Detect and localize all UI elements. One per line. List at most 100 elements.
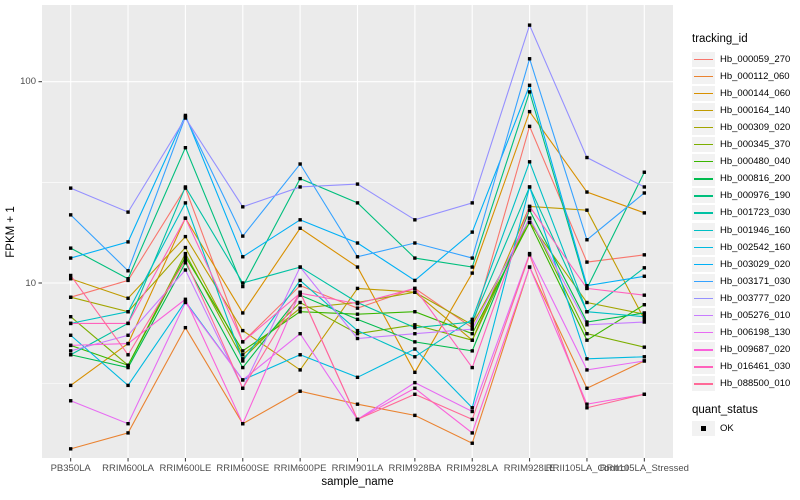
data-point [470, 406, 474, 410]
data-point [642, 311, 647, 315]
data-point [183, 258, 188, 262]
data-point [413, 241, 417, 245]
legend-line-icon [694, 212, 713, 214]
data-point [241, 284, 245, 289]
data-point [355, 317, 360, 322]
data-point [585, 386, 589, 390]
legend-entry-Hb_000976_190: Hb_000976_190 [692, 188, 790, 204]
data-point [298, 389, 302, 393]
legend-label: Hb_016461_030 [720, 361, 791, 373]
data-point [183, 201, 188, 205]
data-point [241, 205, 245, 209]
data-point [68, 349, 73, 353]
legend-label: Hb_000112_060 [720, 70, 790, 82]
legend-key-swatch [692, 171, 715, 187]
legend-line-icon [694, 332, 713, 334]
data-point [585, 300, 589, 305]
legend-entry-Hb_005276_010: Hb_005276_010 [692, 308, 790, 324]
data-point [298, 283, 302, 288]
data-point [527, 253, 532, 257]
data-point [126, 240, 130, 244]
ok-square-icon [701, 425, 706, 431]
data-point [126, 431, 130, 435]
data-point [241, 311, 245, 315]
data-point [413, 325, 417, 330]
legend-entry-Hb_000164_140: Hb_000164_140 [692, 102, 790, 118]
data-point [585, 338, 589, 342]
data-point [642, 253, 647, 257]
legend-entry-Hb_002542_160: Hb_002542_160 [692, 239, 790, 255]
data-point [585, 406, 589, 410]
data-point [470, 409, 474, 414]
data-point [585, 155, 589, 160]
data-point [298, 368, 302, 372]
data-point [413, 310, 417, 314]
data-point [355, 417, 360, 422]
data-point [241, 359, 245, 363]
legend-entry-Hb_003777_020: Hb_003777_020 [692, 290, 790, 306]
data-point [527, 90, 532, 94]
data-point [298, 162, 302, 166]
legend-label: Hb_000309_020 [720, 121, 791, 133]
legend-line-icon [694, 195, 713, 197]
data-point [126, 383, 130, 388]
data-point [126, 296, 130, 300]
data-point [413, 340, 417, 344]
legend-entry-Hb_000345_370: Hb_000345_370 [692, 137, 790, 153]
data-point [241, 378, 245, 382]
data-point [355, 182, 360, 186]
legend-entry-Hb_003171_030: Hb_003171_030 [692, 273, 790, 289]
data-point [355, 402, 360, 406]
data-point [126, 341, 130, 346]
x-tick-label: RRIM928LA [446, 463, 499, 474]
legend-key-swatch [692, 308, 715, 323]
legend-entry-Hb_088500_010: Hb_088500_010 [692, 376, 790, 392]
data-point [642, 191, 647, 195]
data-point [241, 386, 245, 390]
data-point [298, 176, 302, 181]
data-point [527, 204, 532, 209]
legend-key-swatch [692, 359, 715, 375]
data-point [470, 441, 474, 445]
data-point [298, 293, 302, 297]
data-point [298, 218, 302, 222]
data-point [413, 413, 417, 418]
data-point [68, 256, 73, 260]
legend-label: Hb_000059_270 [720, 53, 791, 65]
data-point [642, 317, 647, 322]
data-point [298, 185, 302, 189]
legend-key-swatch [692, 205, 715, 221]
legend-title-tracking-id: tracking_id [692, 33, 748, 45]
legend-label-ok: OK [720, 422, 734, 434]
legend-entry-Hb_000816_200: Hb_000816_200 [692, 171, 790, 187]
data-point [68, 447, 73, 451]
legend-entry-Hb_009687_020: Hb_009687_020 [692, 342, 790, 358]
data-point [585, 190, 589, 194]
data-point [585, 238, 589, 242]
data-point [68, 399, 73, 403]
legend-key-swatch [692, 137, 715, 152]
data-point [413, 355, 417, 359]
data-point [126, 422, 130, 426]
legend-entry-Hb_000309_020: Hb_000309_020 [692, 119, 790, 135]
data-point [470, 338, 474, 342]
data-point [642, 345, 647, 349]
data-point [355, 328, 360, 333]
legend-label: Hb_002542_160 [720, 241, 791, 253]
data-point [413, 256, 417, 260]
data-point [68, 277, 73, 281]
legend-key-swatch [692, 325, 715, 341]
legend-line-icon [694, 280, 713, 283]
data-point [298, 353, 302, 357]
data-point [470, 431, 474, 435]
data-point [241, 328, 245, 333]
data-point [355, 201, 360, 205]
data-point [642, 274, 647, 278]
legend-label: Hb_005276_010 [720, 310, 791, 321]
data-point [68, 343, 73, 348]
data-point [183, 325, 188, 330]
legend-entry-Hb_001946_160: Hb_001946_160 [692, 222, 790, 238]
data-point [241, 349, 245, 353]
legend-key-swatch [692, 273, 715, 289]
